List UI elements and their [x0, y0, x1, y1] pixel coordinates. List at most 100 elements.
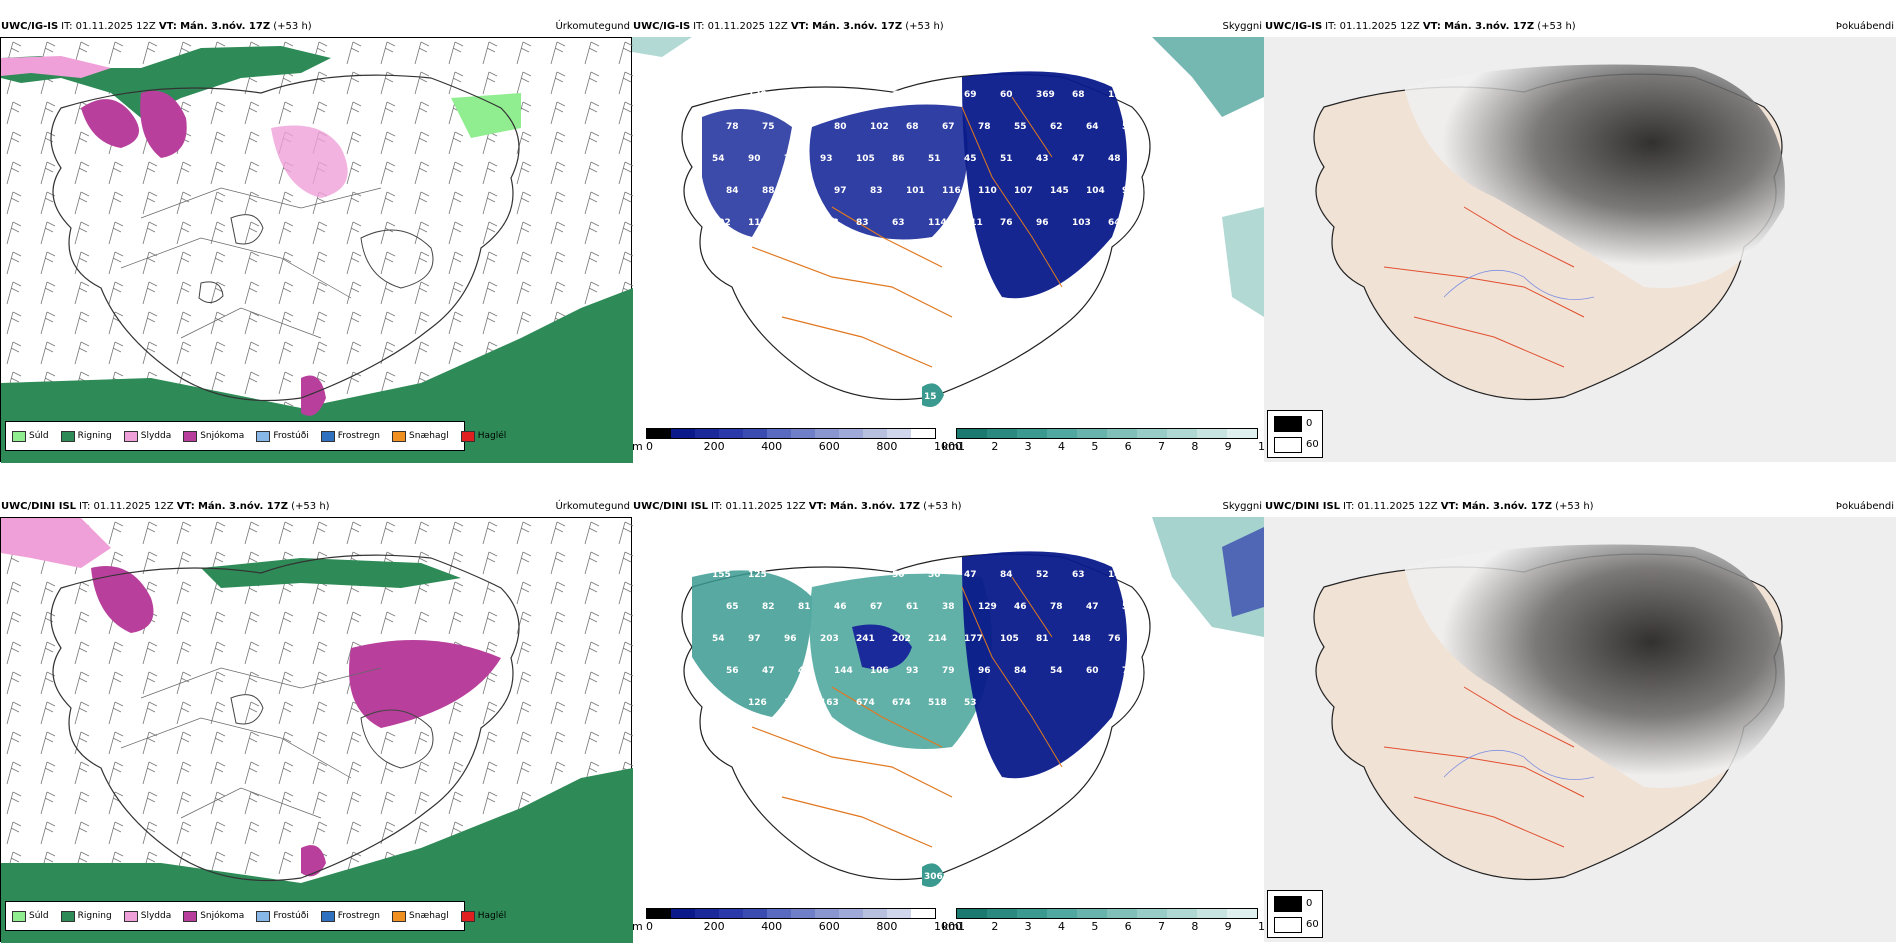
it-value: 01.11.2025 12Z — [93, 501, 174, 512]
legend-swatch — [12, 910, 26, 922]
fog-legend-label: 0 — [1306, 418, 1313, 429]
visibility-label: 67 — [870, 602, 883, 612]
visibility-unit: km — [942, 920, 960, 933]
legend-item-freezing-drizzle: Frostúði — [256, 910, 309, 922]
visibility-panel-top: UWC/IG-IS IT: 01.11.2025 12Z VT: Mán. 3.n… — [632, 15, 1272, 470]
visibility-label: 76 — [856, 570, 869, 580]
visibility-label: 102 — [870, 122, 889, 132]
panel-title: UWC/DINI ISL IT: 01.11.2025 12Z VT: Mán. … — [1265, 501, 1594, 512]
visibility-label: 78 — [726, 122, 739, 132]
visibility-label: 106 — [870, 666, 889, 676]
visibility-label: 155 — [712, 570, 731, 580]
visibility-label: 80 — [834, 122, 847, 132]
elevation-bar — [646, 428, 936, 439]
visibility-label: 59 — [1122, 122, 1135, 132]
colorbar-segment — [1137, 429, 1167, 438]
model-name: UWC/IG-IS — [1265, 21, 1323, 32]
visibility-colorbar: km 12345678910 — [942, 428, 1272, 458]
panel-name: Úrkomutegund — [555, 21, 630, 32]
visibility-label: 104 — [1086, 186, 1105, 196]
visibility-label: 56 — [1122, 602, 1135, 612]
model-name: UWC/IG-IS — [1, 21, 59, 32]
vt-label: VT: — [808, 501, 827, 512]
colorbar-tick-label: 2 — [991, 920, 999, 933]
fog-index-field — [1404, 64, 1785, 288]
colorbar-tick-label: 800 — [876, 920, 898, 933]
glaciers — [198, 214, 434, 303]
legend-item-hail: Haglél — [460, 910, 506, 922]
model-name: UWC/DINI ISL — [633, 501, 709, 512]
legend-label: Frostúði — [273, 431, 309, 441]
visibility-label: 133 — [820, 218, 839, 228]
model-name: UWC/IG-IS — [633, 21, 691, 32]
legend-swatch — [183, 430, 198, 442]
glaciers — [230, 694, 434, 769]
visibility-label: 99 — [1122, 186, 1135, 196]
colorbar-segment — [767, 429, 791, 438]
visibility-label: 56 — [928, 90, 941, 100]
visibility-ticks: 12345678910 — [942, 440, 1272, 454]
rain-area-south — [1, 768, 633, 943]
visibility-label: 192 — [1108, 90, 1127, 100]
visibility-label: 97 — [784, 218, 797, 228]
visibility-label: 83 — [856, 218, 869, 228]
panel-name: Þokuábendi — [1835, 501, 1894, 512]
visibility-label: 144 — [834, 666, 853, 676]
low-visibility-central — [809, 104, 968, 240]
colorbar-tick-label: 400 — [761, 920, 783, 933]
legend-label: Súld — [29, 431, 49, 441]
fog-sea-area — [1152, 37, 1264, 117]
visibility-map: 155 125 33 118 76 50 50 47 84 52 63 143 65 82 81 46 67 61… — [632, 517, 1272, 942]
visibility-label: 105 — [856, 154, 875, 164]
colorbar-segment — [887, 909, 911, 918]
visibility-label: 60 — [1086, 666, 1099, 676]
visibility-labels: 121 130 187 100 52 79 56 69 60 369 68 192 78 75 50 80 10… — [712, 90, 1135, 402]
visibility-label: 47 — [1072, 154, 1085, 164]
visibility-label: 45 — [964, 154, 977, 164]
visibility-label: 43 — [1036, 154, 1049, 164]
legend-item-sleet: Slydda — [123, 910, 171, 922]
precip-map-svg — [1, 518, 633, 943]
fog-panel-top: UWC/IG-IS IT: 01.11.2025 12Z VT: Mán. 3.n… — [1264, 15, 1896, 470]
visibility-label: 79 — [892, 90, 905, 100]
vt-label: VT: — [158, 21, 177, 32]
visibility-label: 60 — [1000, 90, 1013, 100]
visibility-label: 50 — [798, 122, 811, 132]
visibility-label: 177 — [964, 634, 983, 644]
visibility-label: 135 — [784, 698, 803, 708]
vt-label: VT: — [176, 501, 195, 512]
panel-title: UWC/DINI ISL IT: 01.11.2025 12Z VT: Mán. … — [633, 501, 962, 512]
visibility-label: 241 — [856, 634, 875, 644]
visibility-label: 84 — [1014, 666, 1027, 676]
it-value: 01.11.2025 12Z — [1339, 21, 1420, 32]
legend-item-drizzle: Súld — [12, 430, 49, 442]
colorbar-segment — [911, 909, 935, 918]
visibility-label: 51 — [1000, 154, 1013, 164]
visibility-label: 187 — [784, 90, 803, 100]
colorbar-segment — [1047, 909, 1077, 918]
fog-map-svg — [1264, 37, 1896, 462]
fog-legend-swatch-black — [1274, 896, 1302, 912]
colorbar-segment — [1017, 429, 1047, 438]
visibility-label: 86 — [892, 154, 905, 164]
visibility-label: 55 — [1014, 122, 1027, 132]
fog-index-field — [1404, 544, 1785, 788]
legend-swatch — [256, 910, 271, 922]
fog-sea-area — [1222, 207, 1264, 317]
colorbar-tick-label: 0 — [646, 440, 653, 453]
colorbar-tick-label: 7 — [1158, 920, 1165, 933]
lead-time: (+53 h) — [923, 501, 962, 512]
panel-title: UWC/IG-IS IT: 01.11.2025 12Z VT: Mán. 3.n… — [1265, 21, 1576, 32]
snow-area-south — [301, 845, 326, 877]
visibility-label: 47 — [1086, 602, 1099, 612]
visibility-label: 38 — [942, 602, 955, 612]
visibility-label: 518 — [928, 698, 947, 708]
visibility-label: 52 — [856, 90, 869, 100]
colorbar-segment — [743, 429, 767, 438]
legend-item-freezing-rain: Frostregn — [320, 910, 380, 922]
visibility-label: 63 — [1072, 570, 1085, 580]
colorbar-segment — [671, 429, 695, 438]
visibility-label: 61 — [906, 602, 919, 612]
legend-item-snow-pellets: Snæhagl — [392, 430, 449, 442]
visibility-label: 369 — [1036, 90, 1055, 100]
